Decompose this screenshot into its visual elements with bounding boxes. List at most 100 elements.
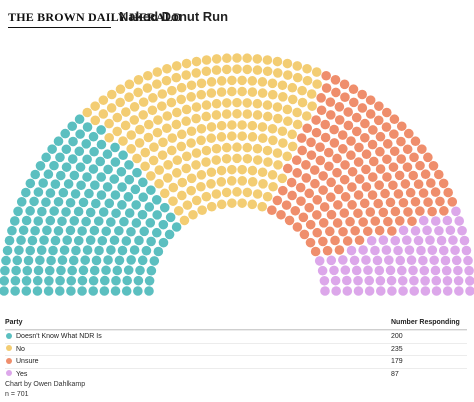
seat-dot bbox=[326, 255, 337, 266]
seat-dot bbox=[403, 207, 413, 217]
seat-dot bbox=[25, 178, 36, 189]
seat-dot bbox=[115, 84, 126, 95]
seat-dot bbox=[21, 187, 31, 198]
seat-dot bbox=[242, 53, 252, 64]
seat-dot bbox=[121, 107, 131, 117]
seat-dot bbox=[281, 200, 292, 210]
seat-dot bbox=[306, 89, 317, 99]
seat-dot bbox=[257, 167, 268, 178]
seat-dot bbox=[167, 133, 178, 143]
seat-dot bbox=[319, 275, 330, 286]
party-label: Doesn't Know What NDR Is bbox=[16, 333, 102, 340]
seat-dot bbox=[312, 195, 323, 205]
seat-dot bbox=[177, 177, 188, 188]
seat-dot bbox=[151, 227, 162, 238]
chart-title: Naked Donut Run bbox=[119, 9, 229, 24]
seat-dot bbox=[272, 102, 283, 112]
seat-dot bbox=[98, 95, 109, 105]
seat-dot bbox=[222, 53, 232, 64]
seat-dot bbox=[206, 122, 217, 132]
seat-dot bbox=[196, 78, 207, 89]
seat-dot bbox=[329, 124, 339, 135]
seat-dot bbox=[237, 176, 248, 186]
seat-dot bbox=[378, 235, 389, 245]
seat-dot bbox=[48, 245, 58, 256]
seat-dot bbox=[309, 165, 320, 175]
seat-dot bbox=[257, 77, 268, 87]
seat-dot bbox=[381, 107, 392, 118]
seat-dot bbox=[10, 275, 21, 286]
seat-dot bbox=[69, 216, 80, 226]
seat-dot bbox=[27, 235, 38, 246]
seat-dot bbox=[342, 236, 353, 246]
seat-dot bbox=[57, 216, 67, 227]
seat-dot bbox=[383, 216, 393, 227]
seat-dot bbox=[133, 286, 143, 296]
seat-dot bbox=[57, 255, 68, 266]
seat-dot bbox=[267, 78, 278, 89]
seat-dot bbox=[166, 97, 177, 108]
seat-dot bbox=[400, 179, 411, 189]
seat-dot bbox=[465, 286, 474, 296]
seat-dot bbox=[277, 80, 288, 91]
seat-dot bbox=[227, 131, 237, 141]
seat-dot bbox=[351, 126, 362, 137]
seat-dot bbox=[418, 188, 429, 198]
seat-dot bbox=[408, 170, 419, 181]
seat-dot bbox=[188, 209, 198, 220]
seat-dot bbox=[106, 245, 116, 255]
seat-dot bbox=[216, 177, 227, 187]
seat-dot bbox=[429, 255, 439, 266]
seat-dot bbox=[67, 154, 78, 164]
seat-dot bbox=[158, 137, 168, 148]
seat-dot bbox=[334, 115, 345, 125]
sample-size: n = 701 bbox=[5, 390, 29, 398]
seat-dot bbox=[44, 265, 55, 276]
seat-dot bbox=[146, 185, 156, 195]
seat-dot bbox=[112, 112, 123, 123]
party-count: 87 bbox=[391, 370, 399, 378]
seat-dot bbox=[216, 199, 227, 210]
seat-dot bbox=[45, 188, 56, 198]
seat-dot bbox=[389, 114, 400, 125]
seat-dot bbox=[152, 79, 162, 89]
seat-dot bbox=[287, 129, 298, 140]
seat-dot bbox=[134, 235, 144, 246]
seat-dot bbox=[323, 147, 334, 158]
seat-dot bbox=[96, 190, 107, 200]
seat-dot bbox=[132, 153, 142, 164]
seat-dot bbox=[222, 98, 232, 108]
seat-dot bbox=[345, 216, 355, 227]
seat-dot bbox=[126, 130, 137, 140]
seat-dot bbox=[138, 110, 149, 120]
seat-dot bbox=[42, 225, 52, 236]
seat-dot bbox=[159, 202, 170, 213]
seat-dot bbox=[158, 219, 169, 230]
seat-dot bbox=[221, 109, 232, 119]
seat-dot bbox=[252, 98, 263, 109]
seat-dot bbox=[111, 275, 121, 286]
seat-dot bbox=[430, 216, 441, 226]
seat-dot bbox=[201, 191, 212, 202]
seat-dot bbox=[416, 245, 426, 256]
legend-table: Party Number Responding Doesn't Know Wha… bbox=[5, 317, 467, 380]
seat-dot bbox=[157, 89, 168, 99]
seat-dot bbox=[324, 161, 334, 172]
seat-dot bbox=[340, 160, 350, 170]
table-row: No 235 bbox=[5, 342, 467, 356]
seat-dot bbox=[343, 120, 354, 131]
seat-dot bbox=[96, 125, 106, 135]
seat-dot bbox=[0, 265, 10, 276]
seat-dot bbox=[191, 160, 201, 170]
seat-dot bbox=[211, 98, 222, 109]
seat-dot bbox=[80, 255, 90, 265]
seat-dot bbox=[47, 144, 57, 154]
seat-dot bbox=[111, 208, 121, 219]
seat-dot bbox=[75, 129, 85, 139]
seat-dot bbox=[88, 164, 99, 174]
seat-dot bbox=[247, 87, 258, 97]
seat-dot bbox=[129, 115, 140, 125]
seat-dot bbox=[120, 120, 131, 131]
seat-dot bbox=[82, 122, 93, 132]
seat-dot bbox=[343, 107, 353, 117]
